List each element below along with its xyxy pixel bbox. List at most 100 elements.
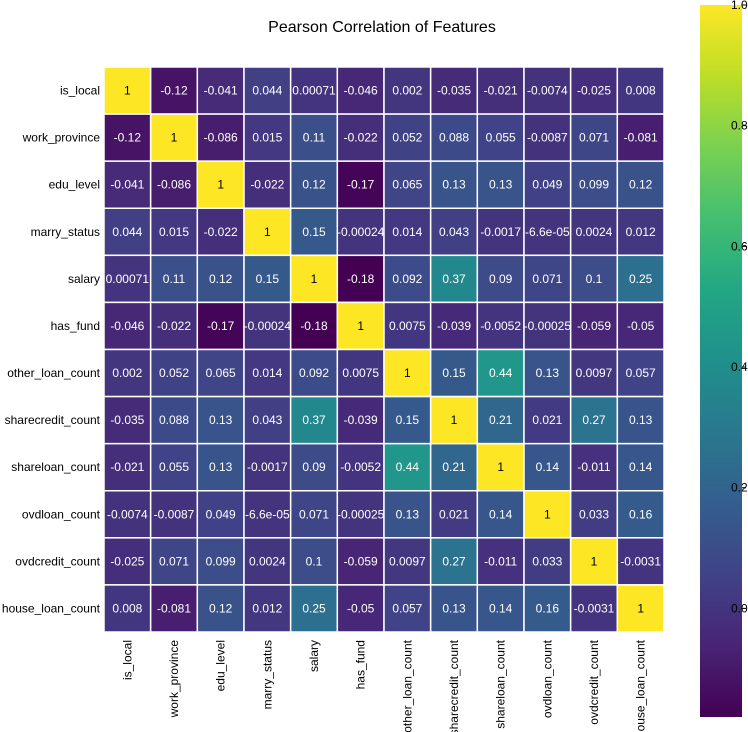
cell-value-label: 0.008 [112, 601, 142, 615]
cell-value-label: 0.25 [629, 272, 653, 286]
x-axis-label: marry_status [260, 640, 274, 709]
heatmap-cell [616, 490, 665, 539]
cell-value-label: 0.1 [586, 272, 603, 286]
cell-value-label: -0.18 [347, 272, 375, 286]
cell-value-label: 0.13 [629, 413, 653, 427]
heatmap-cell [336, 348, 385, 398]
x-axis-label: edu_level [214, 640, 228, 691]
cell-value-label: 1 [264, 225, 271, 239]
heatmap-cell [523, 113, 572, 162]
cell-value-label: 0.37 [442, 272, 466, 286]
cell-value-label: 0.25 [302, 601, 326, 615]
cell-value-label: -0.12 [160, 84, 188, 98]
cell-value-label: 0.057 [392, 601, 422, 615]
heatmap-cell [196, 254, 245, 304]
heatmap-cell [289, 160, 339, 210]
cell-value-label: -0.0087 [527, 131, 568, 145]
y-axis-labels: is_local work_province edu_level marry_stat… [2, 84, 101, 616]
y-axis-label: house_loan_count [2, 601, 101, 615]
x-axis-label: ovdloan_count [540, 639, 554, 718]
cell-value-label: 0.15 [396, 413, 420, 427]
cell-value-label: -6.6e-05 [525, 225, 570, 239]
cell-value-label: 0.00071 [292, 84, 336, 98]
cell-value-label: -0.17 [207, 319, 235, 333]
colorbar-tick-label: 0.8 [731, 119, 748, 133]
cell-value-label: 1 [311, 272, 318, 286]
cell-value-label: 0.13 [396, 507, 420, 521]
cell-value-label: -0.059 [577, 319, 611, 333]
cell-value-label: 0.043 [252, 413, 282, 427]
cell-value-label: 0.055 [486, 131, 516, 145]
heatmap-cell [616, 348, 665, 398]
cell-value-label: 0.00071 [106, 272, 150, 286]
cell-value-label: 0.1 [306, 554, 323, 568]
cell-value-label: 0.13 [489, 178, 513, 192]
cell-value-label: 0.09 [302, 460, 326, 474]
colorbar-tick-label: 0.6 [731, 239, 748, 253]
cell-value-label: 1 [217, 178, 224, 192]
heatmap-cell [196, 442, 245, 492]
cell-value-label: 0.002 [392, 84, 422, 98]
heatmap-cell [616, 395, 665, 445]
cell-value-label: 1 [591, 554, 598, 568]
cell-value-label: 0.015 [252, 131, 282, 145]
cell-value-label: 0.37 [302, 413, 326, 427]
cell-value-label: -0.022 [204, 225, 238, 239]
cell-value-label: 0.049 [532, 178, 562, 192]
cell-value-label: -0.00024 [244, 319, 292, 333]
cell-value-label: 1 [357, 319, 364, 333]
cell-value-label: 0.044 [252, 84, 282, 98]
cell-value-label: -0.022 [250, 178, 284, 192]
y-axis-label: is_local [60, 84, 100, 98]
cell-value-label: -0.0017 [480, 225, 521, 239]
cell-value-label: -0.12 [114, 131, 142, 145]
heatmap-cell [383, 584, 432, 633]
cell-value-label: 0.0097 [389, 554, 426, 568]
cell-value-label: 0.043 [439, 225, 469, 239]
cell-value-label: 0.12 [302, 178, 326, 192]
y-axis-label: shareloan_count [11, 460, 100, 474]
cell-value-label: -0.022 [344, 131, 378, 145]
cell-value-label: -0.081 [157, 601, 191, 615]
x-axis-label: ovdcredit_count [587, 639, 601, 724]
heatmap-cell [149, 537, 199, 586]
cell-value-label: 0.071 [532, 272, 562, 286]
cell-value-label: -0.05 [627, 319, 655, 333]
cell-value-label: 0.021 [532, 413, 562, 427]
y-axis-label: other_loan_count [7, 366, 100, 380]
x-axis-label: sharecredit_count [447, 639, 461, 732]
heatmap-cell [476, 442, 525, 492]
cell-value-label: 0.44 [396, 460, 420, 474]
cell-value-label: -0.0074 [527, 84, 568, 98]
heatmap-cell [149, 254, 199, 304]
heatmap-cell [103, 301, 152, 351]
heatmap-cell [149, 584, 199, 633]
heatmap-cell [289, 113, 339, 162]
cell-value-label: 0.12 [209, 272, 233, 286]
colorbar-tick-label: 0.4 [731, 360, 748, 374]
cell-value-label: 0.15 [256, 272, 280, 286]
y-axis-label: sharecredit_count [5, 413, 101, 427]
heatmap-cell [383, 113, 432, 162]
colorbar-ticks: 0.0 0.2 0.4 0.6 0.8 1.0 [731, 0, 748, 615]
colorbar-tick-label: 0.0 [731, 601, 748, 615]
heatmap-cell [289, 254, 339, 304]
x-axis-label: has_fund [354, 640, 368, 689]
heatmap-cell [103, 207, 152, 257]
cell-value-label: -0.0031 [620, 554, 661, 568]
cell-value-label: 0.12 [629, 178, 653, 192]
cell-value-label: -0.025 [110, 554, 144, 568]
heatmap-cell [616, 160, 665, 210]
heatmap-cell [336, 207, 385, 257]
cell-value-label: -0.00025 [337, 507, 385, 521]
heatmap-cell [103, 537, 152, 586]
x-axis-label: other_loan_count [400, 639, 414, 732]
cell-value-label: -0.039 [344, 413, 378, 427]
cell-value-label: -0.05 [347, 601, 375, 615]
heatmap-cell [429, 113, 479, 162]
cell-value-label: 1 [171, 131, 178, 145]
cell-value-label: 0.44 [489, 366, 513, 380]
cell-value-label: 0.11 [303, 131, 326, 145]
heatmap-cell [569, 584, 619, 633]
cell-value-label: -0.021 [484, 84, 518, 98]
